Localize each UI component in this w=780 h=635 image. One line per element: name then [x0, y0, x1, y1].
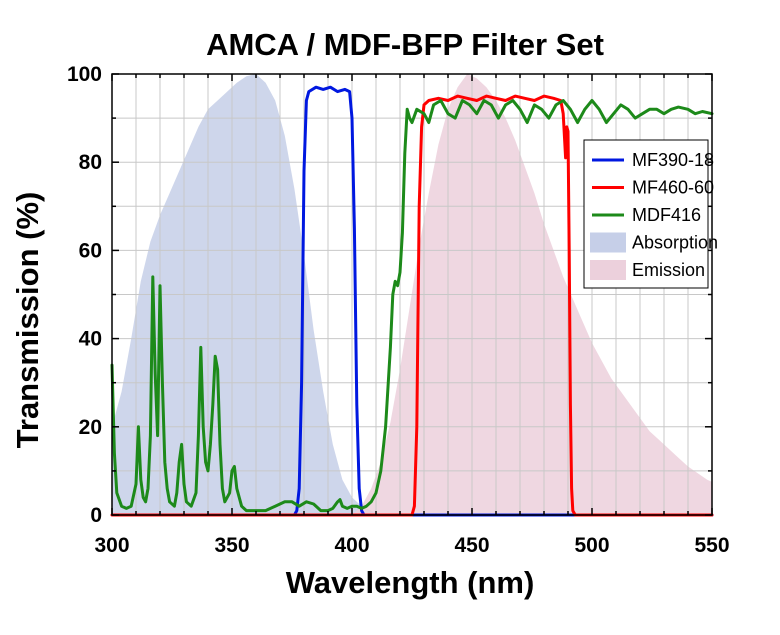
x-tick-label: 450 [454, 534, 489, 557]
y-tick-label: 0 [90, 504, 102, 527]
legend-label-mf390-18: MF390-18 [632, 150, 714, 170]
y-tick-label: 100 [67, 63, 102, 86]
series-line-mf460-60 [110, 94, 714, 517]
legend-swatch-emission [590, 260, 626, 280]
y-axis-label: Transmission (%) [10, 192, 45, 449]
y-tick-label: 80 [79, 151, 102, 174]
legend-label-emission: Emission [632, 260, 705, 280]
x-tick-label: 550 [694, 534, 729, 557]
plot-area: 300 350 400 450 500 550 0 20 40 60 80 100 [67, 63, 730, 557]
legend-swatch-absorption [590, 232, 626, 253]
series-area-absorption [112, 74, 712, 515]
x-tick-label: 300 [94, 534, 129, 557]
chart-title: AMCA / MDF-BFP Filter Set [206, 27, 604, 62]
x-tick-label: 400 [334, 534, 369, 557]
series-line-mdf416 [110, 99, 714, 513]
x-tick-label: 350 [214, 534, 249, 557]
y-tick-label: 60 [79, 239, 102, 262]
legend-label-mdf416: MDF416 [632, 205, 701, 225]
x-axis-label: Wavelength (nm) [286, 565, 535, 600]
legend-label-mf460-60: MF460-60 [632, 178, 714, 198]
y-tick-label: 20 [79, 416, 102, 439]
x-tick-label: 500 [574, 534, 609, 557]
y-tick-label: 40 [79, 328, 102, 351]
legend-label-absorption: Absorption [632, 233, 718, 253]
legend: MF390-18 MF460-60 MDF416 Absorption Emission [583, 139, 718, 289]
series-line-mf390-18 [278, 85, 714, 517]
